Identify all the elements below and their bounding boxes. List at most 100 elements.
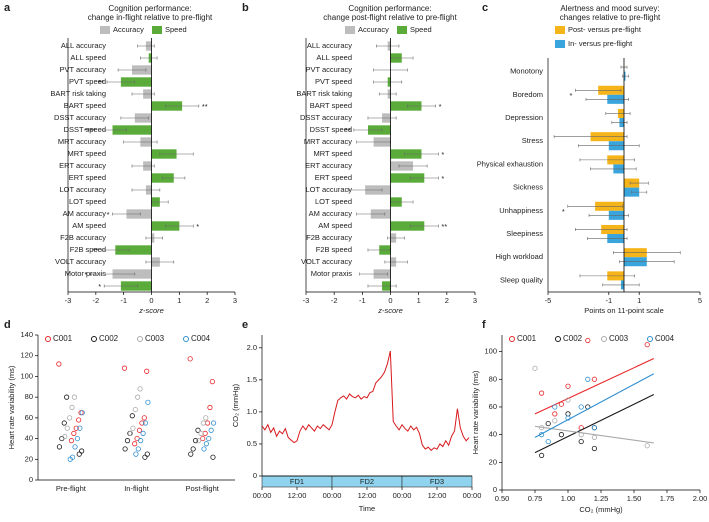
- point: [538, 390, 545, 396]
- significance: *: [441, 174, 444, 183]
- point: [552, 404, 558, 410]
- error-bar: [611, 121, 628, 125]
- x-tick-label: -1: [359, 296, 366, 305]
- legend-label: Accuracy: [113, 25, 144, 34]
- x-tick-label: -1: [605, 296, 612, 305]
- point: [72, 444, 78, 450]
- point: [552, 418, 558, 424]
- point: [192, 438, 199, 444]
- point: [142, 454, 148, 460]
- point: [124, 438, 131, 444]
- y-axis-label: Heart rate variability (ms): [7, 365, 16, 449]
- y-tick-label: 120: [20, 351, 33, 360]
- error-bar: [131, 188, 161, 192]
- category-label: DSST speed: [310, 125, 352, 134]
- significance: **: [98, 78, 104, 87]
- x-tick-label: 00:00: [323, 491, 342, 500]
- category-label: LOT accuracy: [59, 185, 106, 194]
- error-bar: [579, 158, 635, 162]
- error-bar: [356, 212, 386, 216]
- error-bar: [165, 104, 200, 108]
- category-label: Stress: [522, 136, 544, 145]
- point: [188, 451, 194, 457]
- point: [69, 404, 75, 411]
- significance: **: [93, 246, 99, 255]
- error-bar: [101, 248, 130, 252]
- x-tick-label: 12:00: [288, 491, 307, 500]
- error-bar: [404, 152, 439, 156]
- x-tick-label: 2.00: [693, 494, 708, 503]
- point: [545, 420, 551, 427]
- y-tick-label: 1.5: [247, 375, 257, 384]
- x-axis-label: z-score: [377, 306, 403, 315]
- category-label: VOLT accuracy: [55, 257, 106, 266]
- significance: ****: [84, 126, 96, 135]
- y-tick-label: 100: [20, 371, 33, 380]
- category-label: F2B accuracy: [306, 233, 352, 242]
- point: [139, 420, 145, 426]
- point: [129, 413, 135, 419]
- error-bar: [131, 164, 155, 168]
- legend-label: C004: [655, 334, 675, 343]
- error-bar: [553, 135, 628, 139]
- category-label: PVT speed: [315, 77, 352, 86]
- x-tick-label: 12:00: [358, 491, 377, 500]
- point: [190, 446, 196, 452]
- legend-marker: [183, 336, 189, 342]
- legend-marker: [555, 336, 561, 342]
- chart-subtitle: changes relative to pre-flight: [560, 13, 661, 22]
- y-tick-label: 60: [489, 402, 497, 411]
- category-label: BART speed: [310, 101, 352, 110]
- error-bar: [578, 144, 640, 148]
- x-tick-label: -2: [92, 296, 99, 305]
- point: [565, 383, 571, 389]
- fit-line: [534, 425, 654, 444]
- point: [206, 435, 212, 442]
- point: [195, 438, 202, 444]
- point: [545, 438, 551, 445]
- error-bar: [587, 237, 628, 241]
- point: [591, 434, 598, 441]
- error-bar: [106, 80, 136, 84]
- x-tick-label: 00:00: [463, 491, 482, 500]
- x-tick-label: 00:00: [393, 491, 412, 500]
- point: [67, 456, 73, 462]
- point: [79, 448, 85, 454]
- panel-letter: b: [242, 2, 249, 14]
- y-tick-label: 0.5: [247, 439, 257, 448]
- category-label: DSST accuracy: [54, 113, 106, 122]
- error-bar: [384, 260, 408, 264]
- x-tick-label: 1: [637, 296, 641, 305]
- point: [208, 427, 214, 433]
- point: [203, 415, 209, 421]
- x-tick-label: -3: [303, 296, 310, 305]
- y-tick-label: 60: [25, 413, 33, 422]
- category-label: PVT accuracy: [59, 65, 106, 74]
- point: [71, 394, 78, 400]
- x-tick-label: 1.25: [594, 494, 609, 503]
- x-tick-label: 3: [233, 296, 237, 305]
- category-label: LOT speed: [315, 197, 352, 206]
- category-label: ERT accuracy: [59, 161, 106, 170]
- y-axis-label: Heart rate variability (ms): [471, 370, 480, 454]
- y-tick-label: 100: [484, 347, 497, 356]
- error-bar: [131, 92, 155, 96]
- legend-swatch: [555, 40, 565, 48]
- legend-label: C003: [145, 334, 165, 343]
- category-label: ALL speed: [70, 53, 106, 62]
- error-bar: [629, 181, 649, 185]
- error-bar: [162, 176, 186, 180]
- point: [71, 430, 77, 436]
- significance: *: [107, 210, 110, 219]
- y-tick-label: 0: [253, 471, 257, 480]
- y-tick-label: 1.0: [247, 407, 257, 416]
- error-bar: [353, 128, 383, 132]
- point: [136, 427, 143, 433]
- bar: [390, 221, 425, 231]
- chart-subtitle: change in-flight relative to pre-flight: [88, 13, 213, 22]
- x-tick-label: 0.50: [495, 494, 510, 503]
- error-bar: [590, 167, 637, 171]
- error-bar: [631, 190, 648, 194]
- error-bar: [359, 272, 388, 276]
- error-bar: [613, 251, 681, 255]
